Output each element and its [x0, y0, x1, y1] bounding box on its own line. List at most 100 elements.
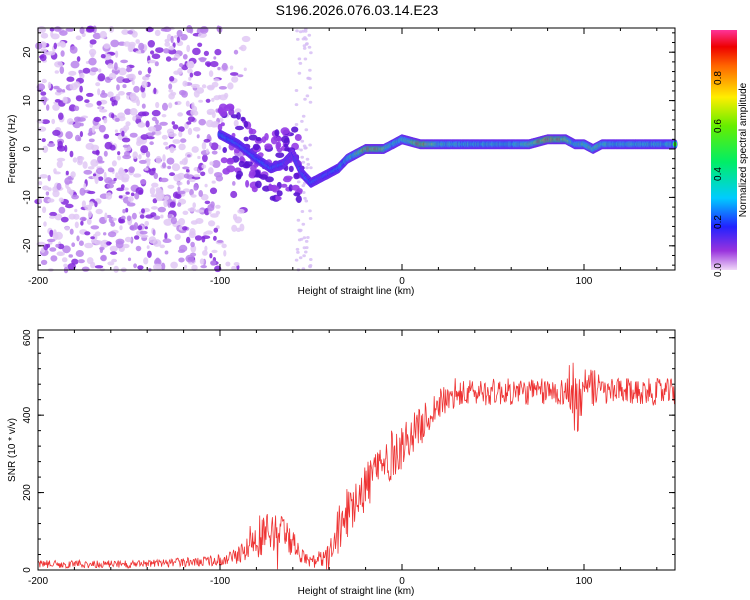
noise-blob	[209, 142, 212, 147]
noise-blob	[129, 132, 138, 138]
noise-blob	[174, 233, 181, 241]
noise-blob	[154, 29, 161, 37]
noise-blob	[121, 130, 125, 137]
noise-blob	[255, 137, 262, 142]
noise-blob	[163, 48, 170, 54]
noise-blob	[294, 89, 299, 92]
noise-blob	[82, 67, 91, 74]
noise-blob	[281, 183, 288, 188]
noise-blob	[131, 212, 137, 220]
noise-blob	[63, 263, 68, 268]
noise-blob	[251, 186, 258, 193]
noise-blob	[54, 99, 61, 103]
noise-blob	[205, 148, 209, 154]
noise-blob	[35, 42, 43, 50]
noise-blob	[40, 48, 47, 53]
noise-blob	[186, 236, 191, 244]
noise-blob	[115, 172, 119, 180]
noise-blob	[192, 47, 201, 56]
noise-blob	[121, 177, 129, 183]
colorbar-ticks: 0.0 0.2 0.4 0.6 0.8	[713, 71, 724, 277]
noise-blob	[155, 130, 161, 135]
noise-blob	[301, 267, 306, 271]
noise-blob	[167, 213, 173, 219]
noise-blob	[103, 171, 107, 180]
noise-blob	[213, 95, 221, 101]
noise-blob	[149, 187, 156, 195]
noise-blob	[178, 225, 184, 231]
noise-blob	[174, 101, 178, 105]
noise-blob	[219, 109, 228, 117]
noise-blob	[275, 196, 282, 201]
noise-blob	[121, 29, 130, 35]
noise-blob	[126, 215, 132, 222]
noise-blob	[71, 258, 79, 265]
noise-blob	[97, 88, 101, 96]
noise-blob	[70, 60, 80, 69]
noise-blob	[214, 48, 222, 56]
noise-blob	[217, 66, 221, 71]
noise-blob	[139, 230, 148, 235]
noise-blob	[233, 262, 240, 266]
noise-blob	[120, 59, 128, 64]
noise-blob	[58, 206, 66, 214]
noise-blob	[95, 149, 100, 156]
noise-blob	[190, 83, 200, 89]
noise-blob	[238, 160, 245, 168]
noise-blob	[301, 222, 306, 226]
noise-blob	[161, 114, 167, 118]
noise-blob	[62, 245, 71, 254]
noise-blob	[88, 201, 94, 207]
noise-blob	[298, 61, 303, 65]
noise-blob	[53, 85, 60, 90]
noise-blob	[47, 198, 55, 203]
noise-blob	[130, 192, 135, 197]
noise-blob	[125, 121, 131, 127]
noise-blob	[163, 195, 170, 201]
noise-blob	[187, 68, 193, 74]
noise-blob	[145, 151, 151, 158]
noise-blob	[137, 111, 147, 117]
noise-blob	[85, 102, 94, 108]
noise-blob	[116, 84, 120, 91]
noise-blob	[300, 155, 305, 159]
noise-blob	[53, 171, 61, 175]
noise-blob	[200, 171, 206, 177]
noise-blob	[309, 258, 313, 261]
noise-blob	[99, 30, 107, 39]
noise-blob	[186, 44, 191, 53]
noise-blob	[144, 167, 149, 171]
noise-blob	[117, 155, 121, 161]
noise-blob	[79, 72, 85, 80]
noise-blob	[296, 180, 301, 184]
noise-blob	[98, 124, 106, 133]
snr-plot-area	[38, 330, 675, 570]
noise-blob	[75, 95, 84, 102]
noise-blob	[188, 231, 196, 239]
noise-blob	[298, 30, 303, 34]
noise-blob	[79, 187, 86, 196]
noise-blob	[93, 116, 102, 123]
noise-blob	[182, 54, 188, 60]
noise-blob	[295, 195, 302, 204]
noise-blob	[193, 174, 200, 178]
noise-blob	[223, 250, 227, 257]
noise-blob	[59, 66, 65, 74]
noise-blob	[211, 97, 215, 102]
noise-blob	[106, 241, 112, 246]
noise-blob	[133, 222, 139, 230]
noise-blob	[221, 62, 228, 71]
noise-blob	[215, 204, 221, 209]
noise-blob	[180, 33, 188, 41]
noise-blob	[88, 57, 97, 66]
noise-blob	[77, 117, 86, 122]
noise-blob	[141, 91, 146, 99]
noise-blob	[184, 264, 188, 269]
noise-blob	[187, 127, 193, 135]
noise-blob	[159, 121, 168, 126]
noise-blob	[302, 191, 306, 194]
snr-frame	[37, 329, 676, 571]
noise-blob	[169, 146, 175, 154]
noise-blob	[100, 255, 107, 261]
noise-blob	[143, 257, 149, 265]
